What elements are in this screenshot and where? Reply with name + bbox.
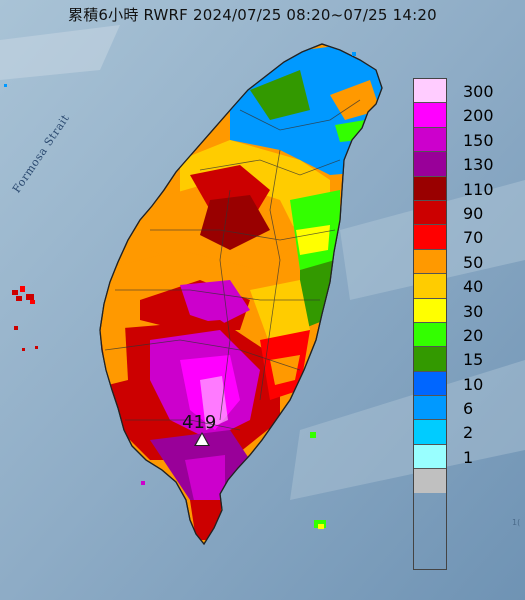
legend-label: 130 [463, 155, 494, 175]
legend-swatch [413, 273, 447, 298]
legend-row: 40 [413, 273, 513, 298]
legend-swatch [413, 102, 447, 127]
penghu-islands [12, 286, 38, 351]
legend-row: 90 [413, 199, 513, 225]
legend-swatch [413, 151, 447, 176]
legend-swatch [413, 175, 447, 200]
legend-row: 10 [413, 370, 513, 396]
legend-label: 1 [463, 447, 474, 467]
legend-row: 150 [413, 126, 513, 152]
legend-swatch [413, 370, 447, 396]
legend-row: 1 [413, 443, 513, 469]
legend-row: 130 [413, 151, 513, 176]
legend-row: 20 [413, 321, 513, 347]
legend-row [413, 468, 513, 493]
legend-label: 15 [463, 350, 484, 370]
legend-label: 40 [463, 277, 484, 297]
legend-row: 110 [413, 175, 513, 200]
legend-swatch [413, 321, 447, 347]
cloud-patch [0, 25, 120, 80]
legend-label: 2 [463, 423, 474, 443]
legend-swatch [413, 419, 447, 444]
map-title: 累積6小時 RWRF 2024/07/25 08:20~07/25 14:20 [68, 6, 437, 24]
legend-row: 30 [413, 297, 513, 322]
legend-row: 200 [413, 102, 513, 127]
legend-swatch [413, 346, 447, 371]
legend-swatch [413, 126, 447, 152]
matsu-dots [4, 52, 356, 87]
legend-label: 20 [463, 325, 484, 345]
legend-swatch [413, 468, 447, 493]
legend-row: 15 [413, 346, 513, 371]
legend-label: 70 [463, 228, 484, 248]
legend-row: 70 [413, 224, 513, 249]
legend-row: 50 [413, 248, 513, 274]
legend-swatch [413, 443, 447, 469]
legend-label: 200 [463, 106, 494, 126]
rainfall-legend: 300 200 150 130 110 90 70 50 40 30 20 15 10 6 2 1 [413, 78, 513, 493]
legend-label: 50 [463, 252, 484, 272]
legend-label: 30 [463, 301, 484, 321]
cloud-patch [290, 360, 525, 500]
max-rainfall-label: 419 [182, 412, 217, 433]
legend-label: 110 [463, 179, 494, 199]
legend-swatch [413, 248, 447, 274]
legend-label: 300 [463, 82, 494, 101]
legend-label: 150 [463, 130, 494, 150]
orchid-island [314, 520, 326, 529]
legend-swatch [413, 78, 447, 103]
max-rainfall-marker-icon [196, 434, 208, 445]
legend-row: 300 [413, 78, 513, 103]
legend-swatch [413, 224, 447, 249]
legend-label: 6 [463, 399, 474, 419]
taiwan-island [99, 43, 383, 546]
legend-swatch [413, 199, 447, 225]
legend-swatch [413, 297, 447, 322]
legend-swatch [413, 395, 447, 420]
legend-row: 6 [413, 395, 513, 420]
legend-row: 2 [413, 419, 513, 444]
xiaoliuqiu-island [141, 481, 145, 485]
legend-label: 90 [463, 203, 484, 223]
green-island [310, 432, 316, 438]
edge-text: 1( [512, 518, 521, 527]
legend-label: 10 [463, 374, 484, 394]
